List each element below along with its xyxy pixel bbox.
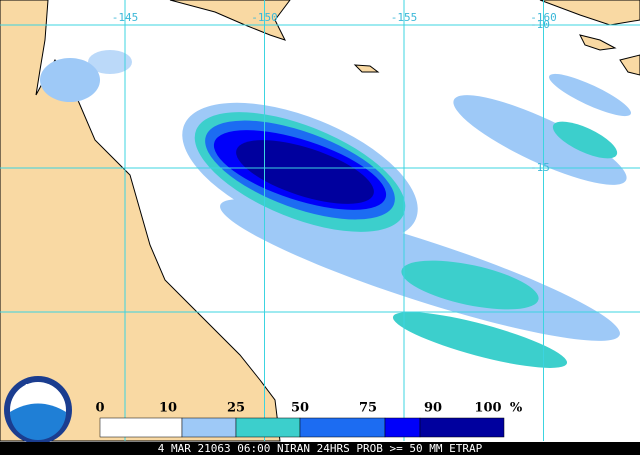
noaa-logo: NOAA	[4, 376, 72, 444]
legend-swatch	[235, 417, 301, 438]
legend-swatch	[299, 417, 386, 438]
legend-label: 90	[424, 401, 442, 416]
legend-label: 0	[95, 401, 104, 416]
lon-label: -155	[391, 11, 418, 24]
legend-swatch	[181, 417, 237, 438]
legend-swatch	[384, 417, 421, 438]
legend-label: 50	[291, 401, 309, 416]
legend-swatch	[99, 417, 183, 438]
lat-label: -15	[530, 161, 550, 174]
logo-text: NOAA	[25, 384, 52, 394]
legend-label: 75	[359, 401, 377, 416]
land	[0, 0, 640, 442]
legend-swatch	[419, 417, 505, 438]
lat-label: -10	[530, 18, 550, 31]
caption-bar	[0, 442, 640, 455]
lon-label: -145	[112, 11, 139, 24]
legend-unit: %	[510, 401, 523, 416]
lon-label: -150	[251, 11, 278, 24]
legend-label: 10	[159, 401, 177, 416]
lon-label: -160	[530, 11, 557, 24]
precip	[40, 50, 632, 368]
legend-label: 100	[474, 401, 501, 416]
caption: 4 MAR 21063 06:00 NIRAN 24HRS PROB >= 50…	[158, 442, 483, 455]
legend-label: 25	[227, 401, 245, 416]
